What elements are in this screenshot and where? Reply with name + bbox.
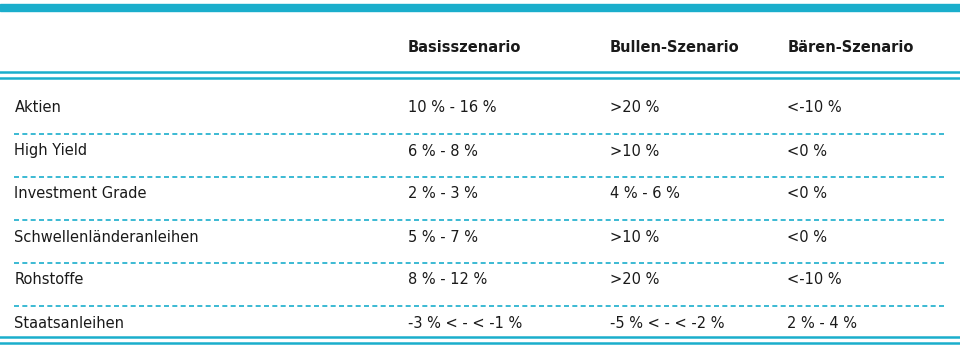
Text: >10 %: >10 % [610, 230, 659, 245]
Text: Investment Grade: Investment Grade [14, 186, 147, 201]
Text: Staatsanleihen: Staatsanleihen [14, 316, 125, 331]
Text: 2 % - 4 %: 2 % - 4 % [787, 316, 857, 331]
Text: >10 %: >10 % [610, 144, 659, 159]
Text: 8 % - 12 %: 8 % - 12 % [408, 272, 488, 287]
Text: Basisszenario: Basisszenario [408, 40, 521, 55]
Text: Bären-Szenario: Bären-Szenario [787, 40, 914, 55]
Text: >20 %: >20 % [610, 100, 659, 115]
Text: 2 % - 3 %: 2 % - 3 % [408, 186, 478, 201]
Text: High Yield: High Yield [14, 144, 87, 159]
Text: Bullen-Szenario: Bullen-Szenario [610, 40, 739, 55]
Text: 4 % - 6 %: 4 % - 6 % [610, 186, 680, 201]
Text: Aktien: Aktien [14, 100, 61, 115]
Text: >20 %: >20 % [610, 272, 659, 287]
Text: <0 %: <0 % [787, 186, 828, 201]
Text: Schwellenländeranleihen: Schwellenländeranleihen [14, 230, 199, 245]
Text: -5 % < - < -2 %: -5 % < - < -2 % [610, 316, 724, 331]
Text: <-10 %: <-10 % [787, 100, 842, 115]
Text: <-10 %: <-10 % [787, 272, 842, 287]
Text: <0 %: <0 % [787, 144, 828, 159]
Text: <0 %: <0 % [787, 230, 828, 245]
Bar [0, 4, 960, 11]
Text: 6 % - 8 %: 6 % - 8 % [408, 144, 478, 159]
Text: 5 % - 7 %: 5 % - 7 % [408, 230, 478, 245]
Text: Rohstoffe: Rohstoffe [14, 272, 84, 287]
Text: 10 % - 16 %: 10 % - 16 % [408, 100, 496, 115]
Text: -3 % < - < -1 %: -3 % < - < -1 % [408, 316, 522, 331]
